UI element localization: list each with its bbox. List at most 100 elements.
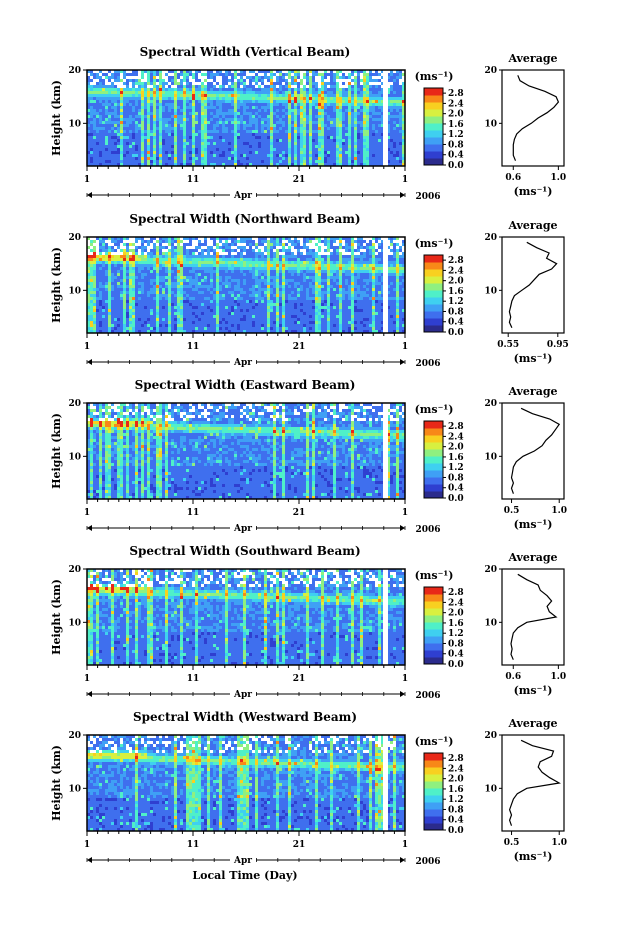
heatmap-cell: [96, 139, 100, 143]
heatmap-cell: [303, 115, 307, 119]
heatmap-cell: [123, 73, 127, 77]
heatmap-cell: [282, 142, 286, 146]
heatmap-cell: [318, 79, 322, 83]
heatmap-cell: [96, 237, 100, 241]
heatmap-cell: [219, 258, 223, 262]
heatmap-cell: [300, 139, 304, 143]
heatmap-cell: [342, 127, 346, 131]
heatmap-cell: [381, 163, 385, 166]
heatmap-cell: [381, 136, 385, 140]
heatmap-cell: [210, 118, 214, 122]
heatmap-cell: [294, 115, 298, 119]
heatmap-cell: [237, 106, 241, 110]
heatmap-cell: [222, 303, 226, 307]
heatmap-cell: [186, 297, 190, 301]
heatmap-cell: [108, 112, 112, 116]
heatmap-cell: [156, 163, 160, 166]
heatmap-cell: [285, 130, 289, 134]
heatmap-cell: [237, 109, 241, 113]
heatmap-cell: [309, 154, 313, 158]
heatmap-cell: [189, 100, 193, 104]
heatmap-cell: [228, 160, 232, 164]
heatmap-cell: [219, 79, 223, 83]
heatmap: [87, 237, 405, 333]
heatmap-cell: [336, 157, 340, 161]
heatmap-cell: [345, 79, 349, 83]
heatmap-cell: [255, 142, 259, 146]
heatmap-cell: [150, 294, 154, 298]
heatmap-cell: [93, 154, 97, 158]
heatmap-cell: [96, 324, 100, 328]
heatmap-cell: [303, 70, 307, 74]
heatmap-cell: [393, 124, 397, 128]
heatmap-cell: [105, 118, 109, 122]
heatmap-cell: [129, 85, 133, 89]
heatmap-cell: [282, 136, 286, 140]
heatmap-cell: [114, 163, 118, 166]
heatmap-cell: [123, 130, 127, 134]
heatmap-cell: [105, 309, 109, 313]
heatmap-cell: [357, 76, 361, 80]
heatmap-cell: [156, 321, 160, 325]
heatmap-cell: [186, 94, 190, 98]
heatmap-cell: [294, 73, 298, 77]
heatmap-cell: [138, 285, 142, 289]
heatmap-cell: [246, 130, 250, 134]
heatmap-cell: [339, 109, 343, 113]
heatmap-cell: [351, 133, 355, 137]
heatmap-cell: [243, 127, 247, 131]
heatmap-cell: [288, 142, 292, 146]
heatmap-cell: [123, 79, 127, 83]
heatmap-cell: [285, 145, 289, 149]
heatmap-cell: [240, 154, 244, 158]
heatmap-cell: [222, 273, 226, 277]
heatmap-cell: [270, 112, 274, 116]
heatmap-cell: [102, 148, 106, 152]
heatmap-cell: [300, 160, 304, 164]
heatmap-cell: [213, 154, 217, 158]
heatmap-cell: [138, 100, 142, 104]
heatmap-cell: [351, 103, 355, 107]
heatmap-cell: [126, 79, 130, 83]
heatmap-cell: [345, 91, 349, 95]
heatmap-cell: [156, 85, 160, 89]
heatmap-cell: [402, 154, 405, 158]
heatmap-cell: [225, 79, 229, 83]
heatmap-cell: [147, 249, 151, 253]
heatmap-cell: [234, 112, 238, 116]
heatmap-cell: [159, 315, 163, 319]
heatmap-cell: [216, 252, 220, 256]
heatmap-cell: [261, 91, 265, 95]
heatmap-cell: [252, 100, 256, 104]
heatmap-cell: [114, 321, 118, 325]
heatmap-cell: [180, 118, 184, 122]
heatmap-cell: [327, 79, 331, 83]
heatmap-cell: [168, 157, 172, 161]
heatmap-cell: [372, 154, 376, 158]
heatmap-cell: [228, 139, 232, 143]
heatmap-cell: [183, 237, 187, 241]
heatmap-cell: [210, 115, 214, 119]
heatmap-cell: [204, 267, 208, 271]
heatmap-cell: [102, 237, 106, 241]
colorbar-swatch: [424, 130, 443, 138]
heatmap-cell: [222, 118, 226, 122]
profile-frame: [501, 69, 565, 167]
heatmap-cell: [375, 127, 379, 131]
heatmap-cell: [87, 279, 91, 283]
heatmap-cell: [309, 136, 313, 140]
heatmap-cell: [264, 142, 268, 146]
heatmap-cell: [372, 106, 376, 110]
heatmap-cell: [195, 145, 199, 149]
heatmap-cell: [120, 246, 124, 250]
heatmap-cell: [210, 321, 214, 325]
heatmap-cell: [201, 133, 205, 137]
heatmap-cell: [318, 127, 322, 131]
heatmap-cell: [207, 139, 211, 143]
heatmap-cell: [282, 85, 286, 89]
heatmap-cell: [141, 303, 145, 307]
heatmap-cell: [108, 151, 112, 155]
heatmap-cell: [144, 118, 148, 122]
heatmap-cell: [138, 273, 142, 277]
heatmap-cell: [132, 127, 136, 131]
